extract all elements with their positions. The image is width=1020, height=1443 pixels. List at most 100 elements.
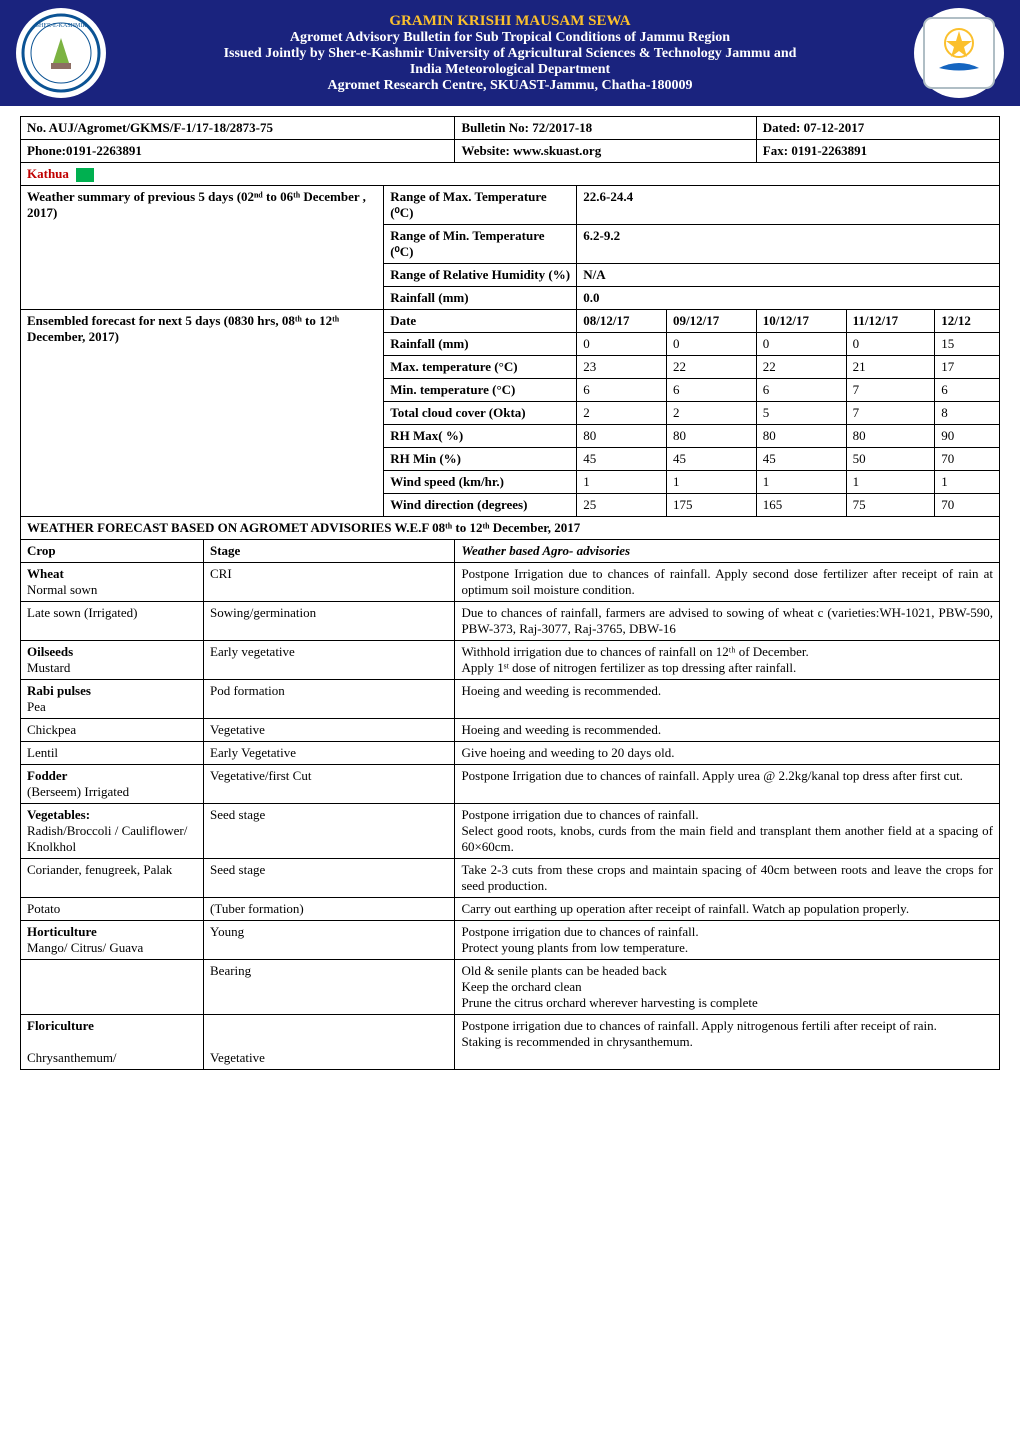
summary-val-0: 22.6-24.4 (577, 186, 1000, 225)
summary-label-1: Range of Min. Temperature (⁰C) (384, 225, 577, 264)
advisory-crop: Chickpea (21, 719, 204, 742)
advisory-text: Postpone irrigation due to chances of ra… (455, 921, 1000, 960)
advisory-text: Carry out earthing up operation after re… (455, 898, 1000, 921)
advisory-stage: (Tuber formation) (204, 898, 455, 921)
advisory-row: Potato(Tuber formation)Carry out earthin… (21, 898, 1000, 921)
advisory-stage: Vegetative (204, 1015, 455, 1070)
green-marker (76, 168, 94, 182)
advisory-text: Old & senile plants can be headed backKe… (455, 960, 1000, 1015)
advisory-row: Rabi pulsesPeaPod formationHoeing and we… (21, 680, 1000, 719)
advisory-crop: Late sown (Irrigated) (21, 602, 204, 641)
forecast-date-2: 10/12/17 (756, 310, 846, 333)
advisory-row: HorticultureMango/ Citrus/ GuavaYoungPos… (21, 921, 1000, 960)
advisory-stage: Young (204, 921, 455, 960)
col-advice: Weather based Agro- advisories (455, 540, 1000, 563)
summary-val-3: 0.0 (577, 287, 1000, 310)
advisory-row: Coriander, fenugreek, PalakSeed stageTak… (21, 859, 1000, 898)
forecast-date-3: 11/12/17 (846, 310, 935, 333)
advisory-crop: Vegetables: Radish/Broccoli / Cauliflowe… (21, 804, 204, 859)
district-name: Kathua (27, 166, 69, 181)
advisory-text: Postpone irrigation due to chances of ra… (455, 1015, 1000, 1070)
advisory-row: Vegetables: Radish/Broccoli / Cauliflowe… (21, 804, 1000, 859)
summary-title: Weather summary of previous 5 days (02ⁿᵈ… (21, 186, 384, 310)
ref-no: No. AUJ/Agromet/GKMS/F-1/17-18/2873-75 (21, 117, 455, 140)
advisory-stage: Seed stage (204, 859, 455, 898)
header-line5: Agromet Research Centre, SKUAST-Jammu, C… (110, 78, 910, 94)
advisory-text: Give hoeing and weeding to 20 days old. (455, 742, 1000, 765)
header-line2: Agromet Advisory Bulletin for Sub Tropic… (110, 30, 910, 46)
advisory-crop: OilseedsMustard (21, 641, 204, 680)
advisory-text: Withhold irrigation due to chances of ra… (455, 641, 1000, 680)
summary-label-2: Range of Relative Humidity (%) (384, 264, 577, 287)
bulletin-table: No. AUJ/Agromet/GKMS/F-1/17-18/2873-75 B… (20, 116, 1000, 1070)
advisory-row: Late sown (Irrigated)Sowing/germinationD… (21, 602, 1000, 641)
advisory-text: Postpone Irrigation due to chances of ra… (455, 765, 1000, 804)
phone: Phone:0191-2263891 (21, 140, 455, 163)
advisory-crop: Rabi pulsesPea (21, 680, 204, 719)
fax: Fax: 0191-2263891 (756, 140, 999, 163)
advisory-crop: Lentil (21, 742, 204, 765)
advisory-row: LentilEarly VegetativeGive hoeing and we… (21, 742, 1000, 765)
summary-label-0: Range of Max. Temperature (⁰C) (384, 186, 577, 225)
summary-val-2: N/A (577, 264, 1000, 287)
advisory-text: Due to chances of rainfall, farmers are … (455, 602, 1000, 641)
meta-row-1: No. AUJ/Agromet/GKMS/F-1/17-18/2873-75 B… (21, 117, 1000, 140)
svg-text:SHER-E-KASHMIR: SHER-E-KASHMIR (36, 23, 87, 29)
forecast-title: Ensembled forecast for next 5 days (0830… (21, 310, 384, 517)
advisory-text: Postpone irrigation due to chances of ra… (455, 804, 1000, 859)
advisory-stage: Vegetative (204, 719, 455, 742)
meta-row-2: Phone:0191-2263891 Website: www.skuast.o… (21, 140, 1000, 163)
advisory-stage: CRI (204, 563, 455, 602)
advisory-crop: HorticultureMango/ Citrus/ Guava (21, 921, 204, 960)
advisory-header-row: Crop Stage Weather based Agro- advisorie… (21, 540, 1000, 563)
advisory-row: FloricultureChrysanthemum/VegetativePost… (21, 1015, 1000, 1070)
summary-label-3: Rainfall (mm) (384, 287, 577, 310)
advisory-banner: WEATHER FORECAST BASED ON AGROMET ADVISO… (21, 517, 1000, 540)
advisory-crop: Coriander, fenugreek, Palak (21, 859, 204, 898)
logo-right (914, 8, 1004, 98)
advisory-stage: Pod formation (204, 680, 455, 719)
advisory-crop: Potato (21, 898, 204, 921)
forecast-date-row: Ensembled forecast for next 5 days (0830… (21, 310, 1000, 333)
advisory-crop: Fodder (Berseem) Irrigated (21, 765, 204, 804)
advisory-stage: Early vegetative (204, 641, 455, 680)
advisory-text: Take 2-3 cuts from these crops and maint… (455, 859, 1000, 898)
advisory-row: ChickpeaVegetativeHoeing and weeding is … (21, 719, 1000, 742)
summary-row-0: Weather summary of previous 5 days (02ⁿᵈ… (21, 186, 1000, 225)
advisory-crop (21, 960, 204, 1015)
logo-left: SHER-E-KASHMIR (16, 8, 106, 98)
website: Website: www.skuast.org (455, 140, 756, 163)
advisory-crop: WheatNormal sown (21, 563, 204, 602)
dated: Dated: 07-12-2017 (756, 117, 999, 140)
header-line4: India Meteorological Department (110, 62, 910, 78)
forecast-date-0: 08/12/17 (577, 310, 667, 333)
advisory-stage: Sowing/germination (204, 602, 455, 641)
advisory-stage: Vegetative/first Cut (204, 765, 455, 804)
advisory-text: Hoeing and weeding is recommended. (455, 680, 1000, 719)
forecast-date-1: 09/12/17 (667, 310, 757, 333)
content-area: No. AUJ/Agromet/GKMS/F-1/17-18/2873-75 B… (0, 106, 1020, 1080)
document-header: SHER-E-KASHMIR GRAMIN KRISHI MAUSAM SEWA… (0, 0, 1020, 106)
advisory-stage: Early Vegetative (204, 742, 455, 765)
advisory-stage: Bearing (204, 960, 455, 1015)
forecast-date-4: 12/12 (935, 310, 1000, 333)
col-stage: Stage (204, 540, 455, 563)
header-text: GRAMIN KRISHI MAUSAM SEWA Agromet Adviso… (110, 13, 910, 94)
advisory-stage: Seed stage (204, 804, 455, 859)
advisory-row: Fodder (Berseem) IrrigatedVegetative/fir… (21, 765, 1000, 804)
header-line1: GRAMIN KRISHI MAUSAM SEWA (110, 13, 910, 30)
advisory-crop: FloricultureChrysanthemum/ (21, 1015, 204, 1070)
district-cell: Kathua (21, 163, 1000, 186)
advisory-row: BearingOld & senile plants can be headed… (21, 960, 1000, 1015)
advisory-banner-row: WEATHER FORECAST BASED ON AGROMET ADVISO… (21, 517, 1000, 540)
bulletin-no: Bulletin No: 72/2017-18 (455, 117, 756, 140)
advisory-row: OilseedsMustardEarly vegetativeWithhold … (21, 641, 1000, 680)
summary-val-1: 6.2-9.2 (577, 225, 1000, 264)
forecast-date-label: Date (384, 310, 577, 333)
col-crop: Crop (21, 540, 204, 563)
advisory-row: WheatNormal sownCRIPostpone Irrigation d… (21, 563, 1000, 602)
header-line3: Issued Jointly by Sher-e-Kashmir Univers… (110, 46, 910, 62)
advisory-text: Hoeing and weeding is recommended. (455, 719, 1000, 742)
district-row: Kathua (21, 163, 1000, 186)
advisory-text: Postpone Irrigation due to chances of ra… (455, 563, 1000, 602)
